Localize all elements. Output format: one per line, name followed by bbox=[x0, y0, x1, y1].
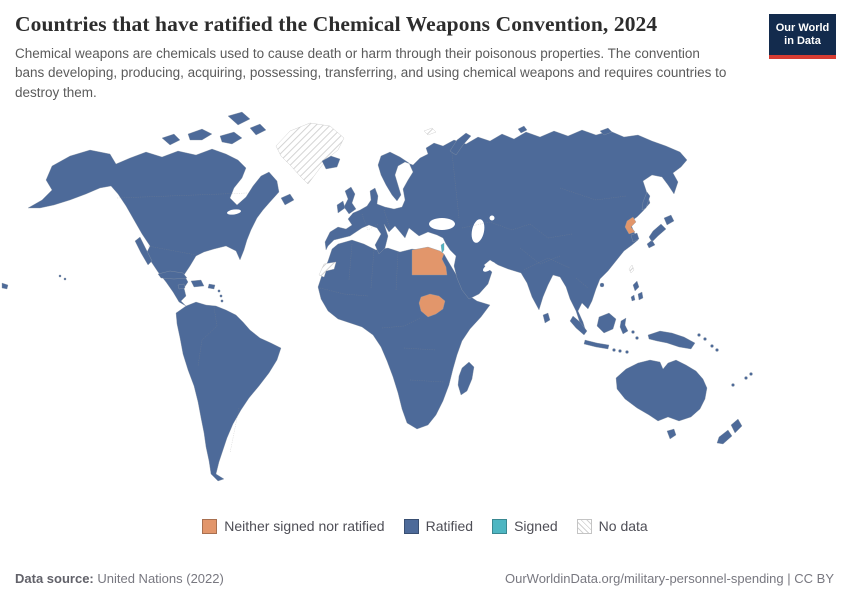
bismarck-dot bbox=[697, 333, 701, 337]
logo-line-2: in Data bbox=[784, 35, 821, 47]
chart-footer: Data source: United Nations (2022) OurWo… bbox=[0, 571, 850, 600]
region-cuba[interactable] bbox=[157, 270, 188, 280]
region-south-sudan[interactable] bbox=[418, 293, 446, 318]
region-tasmania bbox=[666, 428, 677, 440]
region-madagascar[interactable] bbox=[457, 361, 475, 396]
legend-item-signed[interactable]: Signed bbox=[492, 518, 558, 534]
region-svalbard bbox=[423, 127, 437, 136]
lesser-sunda-dot bbox=[612, 348, 616, 352]
world-map-svg[interactable] bbox=[0, 100, 850, 508]
hawaii-dot bbox=[58, 274, 62, 278]
region-hispaniola bbox=[177, 279, 216, 290]
legend-item-neither[interactable]: Neither signed nor ratified bbox=[202, 518, 385, 534]
region-australia[interactable] bbox=[615, 359, 708, 422]
chart-header: Countries that have ratified the Chemica… bbox=[0, 0, 850, 100]
region-hainan bbox=[599, 282, 605, 288]
antilles-dot bbox=[217, 289, 221, 293]
region-egypt[interactable] bbox=[411, 246, 448, 276]
great-lakes bbox=[227, 209, 241, 215]
pacific-island-dot bbox=[749, 372, 753, 376]
region-western-sahara[interactable] bbox=[318, 261, 337, 278]
region-japan[interactable] bbox=[646, 214, 675, 249]
region-north-korea[interactable] bbox=[624, 216, 637, 235]
region-united-kingdom[interactable] bbox=[343, 186, 357, 215]
persian-gulf bbox=[483, 262, 495, 272]
solomon-dot bbox=[710, 344, 714, 348]
region-baja-california bbox=[134, 236, 153, 266]
left-edge-island bbox=[1, 282, 9, 290]
legend-swatch-signed bbox=[492, 518, 508, 534]
attribution-link[interactable]: OurWorldinData.org/military-personnel-sp… bbox=[504, 571, 784, 586]
hawaii-dot bbox=[63, 277, 67, 281]
region-israel[interactable] bbox=[440, 242, 445, 254]
region-new-guinea[interactable] bbox=[647, 330, 696, 350]
legend-label: Neither signed nor ratified bbox=[224, 518, 385, 534]
region-sri-lanka[interactable] bbox=[542, 312, 551, 324]
map-legend: Neither signed nor ratified Ratified Sig… bbox=[0, 510, 850, 542]
legend-item-ratified[interactable]: Ratified bbox=[403, 518, 474, 534]
legend-swatch-ratified bbox=[403, 518, 419, 534]
antilles-dot bbox=[219, 294, 223, 298]
world-map[interactable] bbox=[0, 100, 850, 508]
data-source-label: Data source: bbox=[15, 571, 94, 586]
bismarck-dot bbox=[703, 337, 707, 341]
page-title: Countries that have ratified the Chemica… bbox=[15, 12, 658, 36]
legend-label: Signed bbox=[514, 518, 558, 534]
region-indonesia[interactable] bbox=[569, 312, 629, 350]
page-subtitle: Chemical weapons are chemicals used to c… bbox=[15, 46, 727, 100]
region-south-korea[interactable] bbox=[630, 232, 640, 243]
legend-label: Ratified bbox=[425, 518, 474, 534]
caspian-sea bbox=[471, 219, 485, 243]
aral-sea bbox=[489, 215, 495, 221]
attribution: OurWorldinData.org/military-personnel-sp… bbox=[505, 571, 834, 586]
license-label: CC BY bbox=[794, 571, 834, 586]
region-ireland[interactable] bbox=[336, 200, 346, 214]
region-iceland[interactable] bbox=[321, 155, 341, 170]
region-taiwan[interactable] bbox=[628, 264, 635, 274]
region-newfoundland bbox=[280, 193, 295, 206]
region-north-america[interactable] bbox=[27, 148, 280, 307]
pacific-island-dot bbox=[731, 383, 735, 387]
moluccas-dot bbox=[635, 336, 639, 340]
pacific-island-dot bbox=[744, 376, 748, 380]
region-greenland[interactable] bbox=[275, 122, 345, 185]
data-source: Data source: United Nations (2022) bbox=[15, 571, 224, 586]
lesser-sunda-dot bbox=[618, 349, 622, 353]
moluccas-dot bbox=[631, 330, 635, 334]
legend-swatch-nodata bbox=[576, 518, 592, 534]
antilles-dot bbox=[220, 299, 224, 303]
owid-logo: Our World in Data bbox=[769, 14, 836, 59]
region-philippines[interactable] bbox=[630, 280, 644, 302]
logo-line-1: Our World bbox=[775, 22, 830, 35]
data-source-value: United Nations (2022) bbox=[93, 571, 224, 586]
region-novaya-zemlya bbox=[449, 125, 613, 156]
country-borders bbox=[116, 152, 627, 454]
region-new-zealand[interactable] bbox=[716, 418, 743, 445]
region-south-america[interactable] bbox=[175, 301, 282, 482]
legend-item-nodata[interactable]: No data bbox=[576, 518, 648, 534]
legend-label: No data bbox=[598, 518, 648, 534]
legend-swatch-neither bbox=[202, 518, 218, 534]
attribution-separator: | bbox=[783, 571, 795, 586]
region-sakhalin bbox=[641, 191, 651, 211]
region-eurasia[interactable] bbox=[324, 129, 688, 333]
lesser-sunda-dot bbox=[625, 350, 629, 354]
region-arctic-islands bbox=[161, 111, 267, 146]
black-sea bbox=[429, 218, 455, 230]
solomon-dot bbox=[715, 348, 719, 352]
